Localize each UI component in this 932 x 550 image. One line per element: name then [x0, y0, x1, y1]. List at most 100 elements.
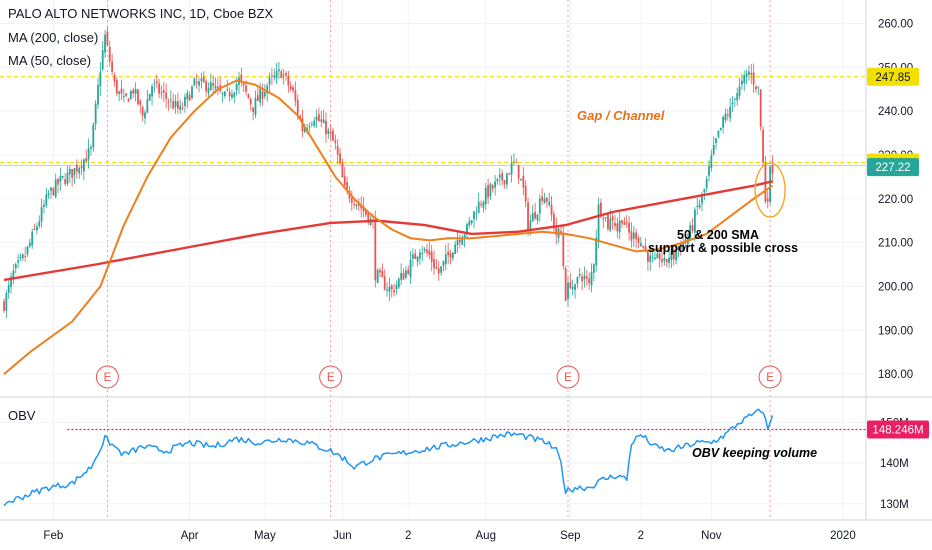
- price-tick-label: 260.00: [878, 19, 913, 31]
- earnings-marker-circle[interactable]: [95, 365, 119, 389]
- candle-body: [54, 179, 57, 197]
- price-tick-label: 190.00: [878, 325, 913, 337]
- candle-body: [17, 260, 19, 263]
- obv-legend[interactable]: OBV: [8, 408, 36, 423]
- candle-body: [437, 268, 440, 274]
- candle-body: [625, 222, 628, 224]
- candle-body: [66, 172, 69, 184]
- earnings-marker-circle[interactable]: [556, 365, 580, 389]
- candle-body: [322, 119, 325, 124]
- candle-body: [122, 95, 125, 97]
- candle-body: [675, 251, 677, 261]
- grid: [0, 0, 866, 520]
- sma-annotation-line2: support & possible cross: [648, 241, 799, 255]
- candle-body: [440, 266, 442, 273]
- candle-body: [501, 173, 504, 181]
- candle-body: [209, 82, 212, 91]
- candle-body: [285, 72, 287, 76]
- candle-body: [503, 180, 506, 184]
- earnings-marker-circle[interactable]: [758, 365, 782, 389]
- candle-body: [414, 253, 417, 259]
- candle-body: [350, 198, 353, 203]
- earnings-marker-label[interactable]: E: [327, 372, 335, 384]
- candle-body: [527, 202, 529, 232]
- candle-body: [24, 255, 27, 257]
- candle-body: [263, 92, 266, 97]
- candle-body: [294, 90, 297, 101]
- candle-body: [310, 123, 313, 125]
- candle-body: [254, 97, 257, 116]
- candle-body: [496, 178, 499, 182]
- candle-body: [574, 284, 576, 291]
- ma200-legend[interactable]: MA (200, close): [8, 30, 99, 45]
- earnings-marker-label[interactable]: E: [564, 372, 572, 384]
- candle-body: [165, 92, 168, 99]
- candle-body: [703, 189, 706, 193]
- price-tick-label: 200.00: [878, 281, 913, 293]
- candle-body: [38, 221, 41, 227]
- candle-body: [125, 93, 128, 96]
- candle-body: [247, 94, 250, 99]
- candle-body: [21, 254, 24, 259]
- earnings-marker-label[interactable]: E: [104, 372, 112, 384]
- candle-body: [696, 205, 699, 207]
- candle-body: [256, 95, 259, 101]
- candle-body: [672, 249, 675, 260]
- ma50-legend[interactable]: MA (50, close): [8, 53, 92, 68]
- candle-body: [132, 89, 135, 94]
- candle-body: [172, 101, 175, 109]
- candle-body: [459, 240, 461, 243]
- candle-body: [200, 78, 203, 82]
- candle-body: [553, 214, 555, 229]
- candle-body: [616, 223, 619, 232]
- candle-body: [188, 95, 191, 101]
- candle-body: [421, 252, 424, 255]
- candle-body: [433, 259, 435, 269]
- candle-body: [68, 168, 71, 175]
- candle-body: [658, 253, 661, 260]
- candle-body: [555, 225, 558, 236]
- moving-averages: [3, 79, 786, 375]
- candle-body: [769, 166, 771, 203]
- candle-body: [463, 234, 466, 238]
- candle-body: [59, 175, 62, 182]
- candle-body: [47, 193, 50, 196]
- chart-title: PALO ALTO NETWORKS INC, 1D, Cboe BZX: [8, 6, 274, 21]
- candle-body: [303, 127, 306, 133]
- candles: [3, 27, 774, 319]
- candle-body: [757, 86, 760, 88]
- candle-body: [698, 204, 701, 208]
- candle-body: [750, 72, 753, 75]
- candle-body: [130, 91, 132, 99]
- candle-body: [395, 284, 398, 290]
- candle-body: [381, 271, 384, 278]
- candle-body: [588, 278, 591, 284]
- candle-body: [261, 91, 264, 99]
- candle-body: [656, 253, 659, 259]
- candle-body: [33, 228, 36, 230]
- candle-body: [722, 116, 724, 128]
- candle-body: [536, 214, 539, 221]
- earnings-marker-label[interactable]: E: [766, 372, 774, 384]
- candle-body: [480, 203, 482, 205]
- candle-body: [278, 69, 280, 72]
- candle-body: [108, 47, 111, 62]
- candle-body: [407, 269, 410, 274]
- candle-body: [635, 232, 638, 240]
- earnings-marker-circle[interactable]: [319, 365, 343, 389]
- time-tick-label: Jun: [333, 530, 352, 542]
- candle-body: [240, 74, 243, 82]
- candle-body: [315, 116, 318, 121]
- candle-body: [346, 182, 348, 189]
- candle-body: [259, 88, 262, 103]
- candle-body: [600, 202, 602, 217]
- candle-body: [80, 166, 83, 169]
- candle-body: [115, 79, 118, 94]
- candle-body: [3, 301, 5, 311]
- candle-body: [733, 98, 736, 100]
- candle-body: [141, 107, 144, 116]
- candle-body: [212, 82, 215, 86]
- candle-body: [245, 85, 247, 92]
- obv-tick-label: 130M: [880, 499, 909, 511]
